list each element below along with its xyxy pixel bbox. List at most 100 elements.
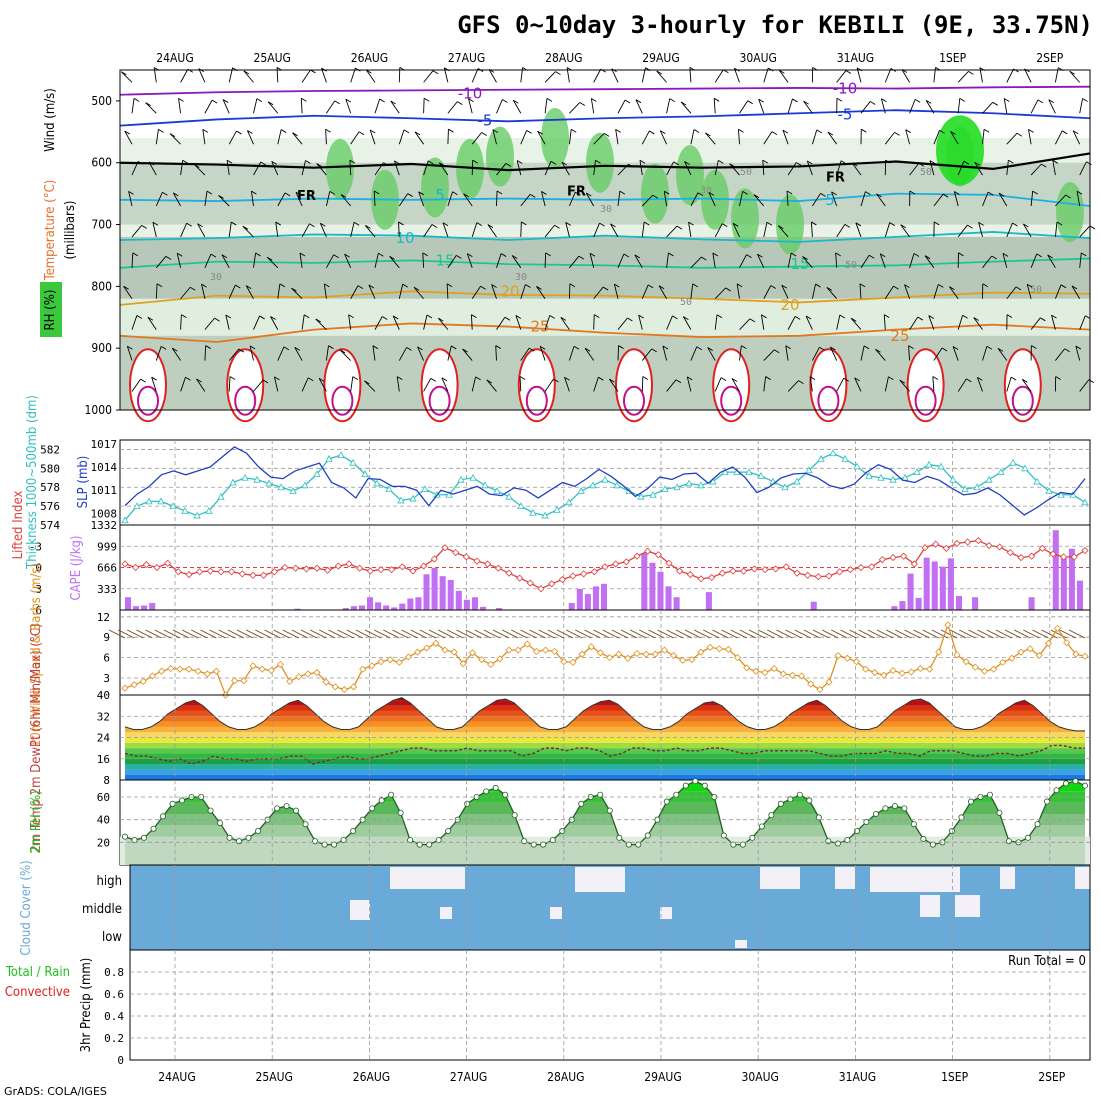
wind-barb-flag xyxy=(1085,315,1091,320)
rh2m-line-point xyxy=(920,835,927,842)
wind-barb-flag xyxy=(270,316,276,320)
cape-bar xyxy=(947,558,954,610)
thickness-line-point xyxy=(301,481,309,489)
wind-barb-flag xyxy=(807,160,813,165)
wind10m-speed-line-point xyxy=(1063,639,1071,647)
lifted-index-line-point xyxy=(388,566,396,574)
wind-barb-flag xyxy=(1060,284,1067,289)
wind-barb xyxy=(1030,99,1039,114)
wind-barb-flag xyxy=(426,314,433,319)
wind-barb-flag xyxy=(537,130,543,135)
wind-barb-flag xyxy=(716,314,723,319)
wind-barb-flag xyxy=(182,159,188,164)
wind10m-speed-line-point xyxy=(1044,639,1052,647)
rh2m-line-point xyxy=(673,791,680,798)
wind-barb-flag xyxy=(865,191,871,196)
thickness-line-point xyxy=(601,475,609,483)
cape-bar xyxy=(899,601,906,610)
wind-barb-flag xyxy=(160,345,167,350)
wind-barb xyxy=(373,190,376,207)
wind-barb-flag xyxy=(729,163,735,168)
wind-barb xyxy=(1055,348,1065,361)
wind-barb xyxy=(810,221,813,237)
rh2m-line-point xyxy=(1082,782,1089,789)
lifted-index-line-point xyxy=(185,571,193,579)
wind-barb-flag xyxy=(418,191,424,196)
wind-barb-flag xyxy=(428,160,434,165)
wind-barb-flag xyxy=(619,190,626,195)
wind10m-barb xyxy=(529,629,546,639)
wind-barb-flag xyxy=(132,252,139,257)
wind-barb xyxy=(471,132,482,145)
wind-barb-flag xyxy=(475,376,481,381)
wind-barb xyxy=(1006,132,1018,145)
wind-barb-flag xyxy=(1052,159,1059,164)
rh2m-line-point xyxy=(160,813,167,820)
freezing-level-label: FR xyxy=(826,170,845,185)
wind10m-barb xyxy=(703,629,720,639)
wind-barb xyxy=(197,223,206,238)
wind10m-frame xyxy=(119,609,1091,696)
wind-barb xyxy=(933,193,944,207)
wind-barb-flag xyxy=(876,193,882,198)
cloud-clear-patch xyxy=(920,895,940,917)
wind-barb-flag xyxy=(256,98,263,103)
rh2m-line-point xyxy=(217,820,224,827)
cape-bar xyxy=(367,597,374,610)
wind-barb xyxy=(690,346,698,361)
wind-barb-flag xyxy=(328,345,334,350)
wind-barb-flag xyxy=(658,285,665,290)
wind-barb-flag xyxy=(173,192,179,197)
wind-barb-flag xyxy=(707,347,713,351)
wind10m-speed-line-point xyxy=(807,680,815,688)
wind-barb xyxy=(345,98,352,114)
wind-barb-flag xyxy=(373,190,380,195)
isotherm-label: -10 xyxy=(833,80,858,98)
thickness-line-point xyxy=(985,475,993,483)
wind-barb-flag xyxy=(893,285,899,290)
wind-barb-flag xyxy=(649,130,655,135)
lifted-index-line-point xyxy=(462,553,470,561)
wind-barb xyxy=(221,254,230,269)
wind-barb-flag xyxy=(185,376,191,381)
wind-barb xyxy=(568,192,576,207)
wind-barb xyxy=(805,315,813,330)
precip-tick-label: 0.2 xyxy=(104,1032,124,1045)
lifted-index-line-point xyxy=(441,544,449,552)
wind-barb xyxy=(155,346,162,361)
cloud-clear-patch xyxy=(735,940,747,948)
wind-barb-flag xyxy=(840,160,847,165)
wind-barb xyxy=(900,224,910,238)
rh2m-line-point xyxy=(815,814,822,821)
credit-label: GrADS: COLA/IGES xyxy=(4,1085,107,1098)
wind-barb-flag xyxy=(339,349,346,354)
wind-barb-flag xyxy=(1026,283,1033,288)
lifted-index-line-point xyxy=(846,566,854,574)
rh2m-band xyxy=(125,825,1085,837)
wind-barb xyxy=(350,376,354,392)
cape-bar xyxy=(972,597,979,610)
wind-barb xyxy=(641,130,650,145)
cape-bar xyxy=(576,588,583,610)
cape-bar xyxy=(141,605,148,610)
temp2m-tick-label: 40 xyxy=(97,689,110,702)
wind-barb-flag xyxy=(978,222,984,226)
wind10m-barb xyxy=(767,629,784,639)
wind-barb-flag xyxy=(1002,252,1009,257)
wind-barb xyxy=(1048,99,1056,114)
wind-barb xyxy=(516,160,522,176)
wind10m-barb xyxy=(867,629,885,639)
wind-barb xyxy=(909,162,920,176)
rh2m-line-point xyxy=(245,834,252,841)
wind-barb xyxy=(151,377,157,392)
wind10m-speed-line-point xyxy=(532,647,540,656)
wind-barb-flag xyxy=(578,255,585,260)
lifted-index-line-point xyxy=(153,563,161,572)
wind-barb xyxy=(539,346,546,361)
rh-contour-label: 50 xyxy=(920,167,932,178)
wind-barb xyxy=(488,69,497,83)
wind10m-barb xyxy=(483,629,501,639)
wind10m-barb xyxy=(163,629,181,639)
wind-barb xyxy=(901,69,910,83)
wind-barb xyxy=(855,222,862,238)
